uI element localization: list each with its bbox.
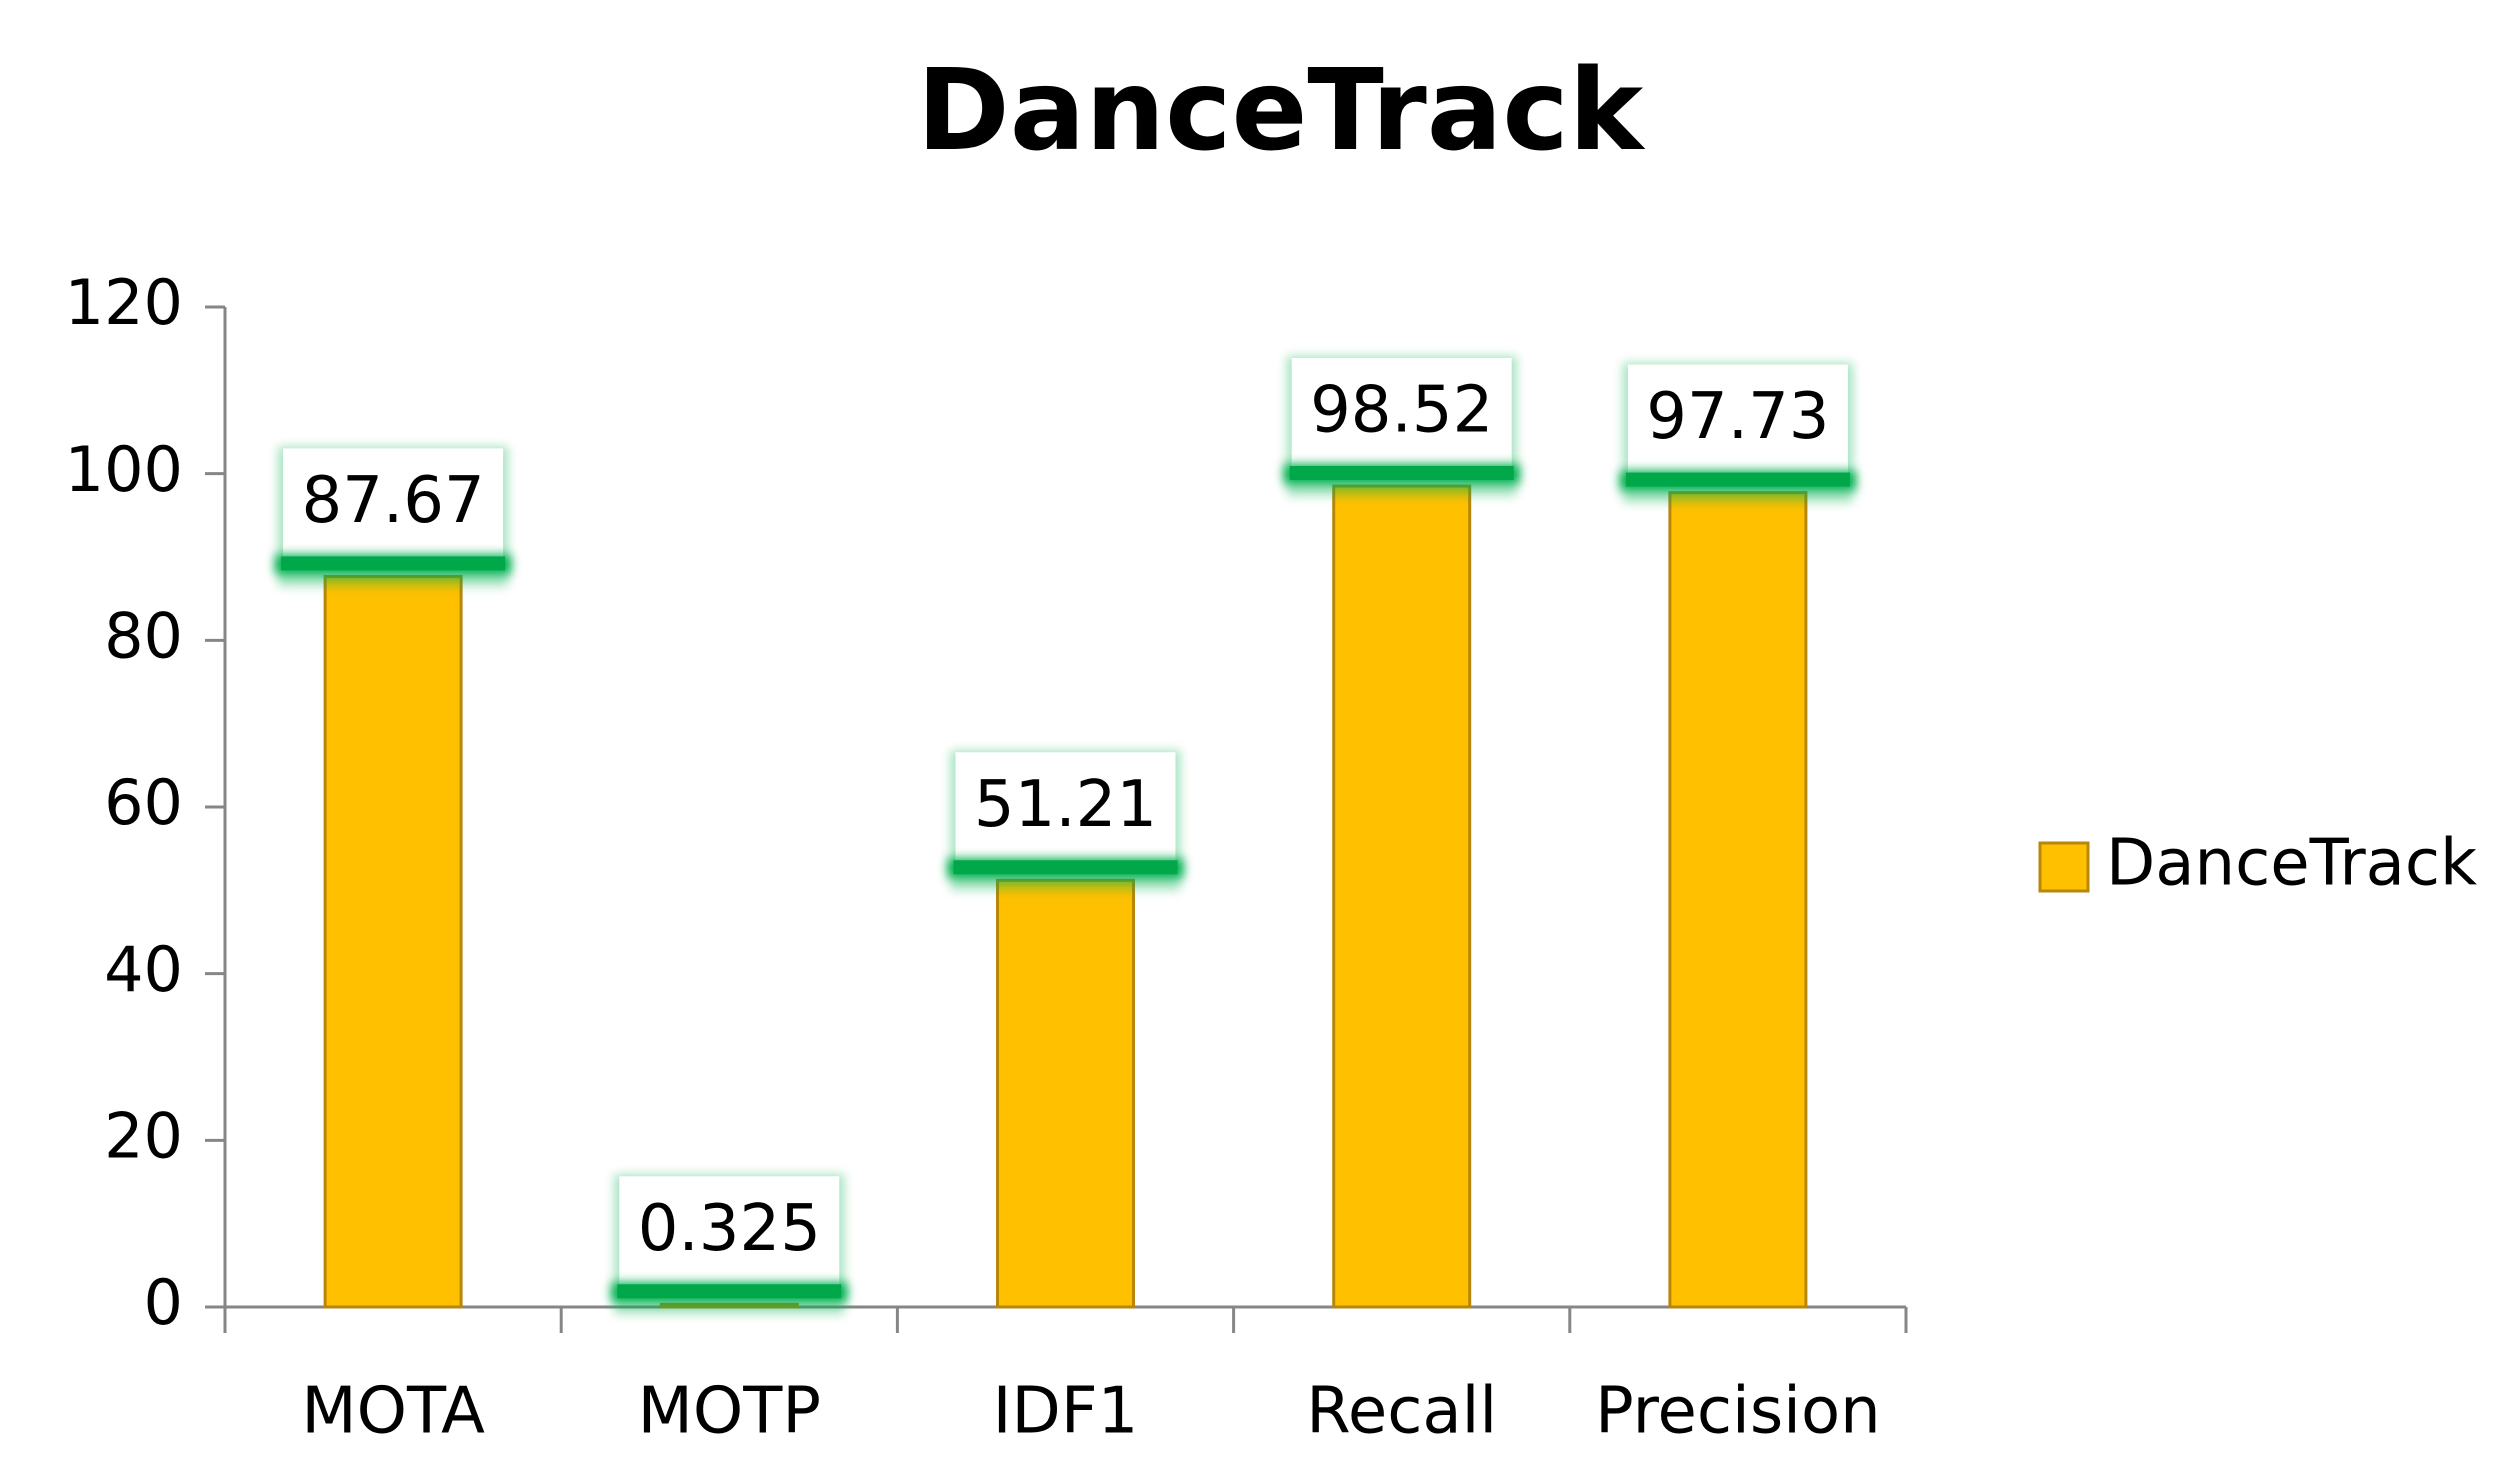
y-tick-label: 100: [65, 433, 183, 506]
label-box: [1291, 358, 1512, 476]
x-tick-label: Precision: [1595, 1375, 1881, 1449]
bar: [1668, 491, 1808, 1309]
bar: [323, 574, 463, 1309]
chart-title: DanceTrack: [917, 46, 1646, 176]
label-box: [1627, 364, 1848, 483]
data-label: 87.67: [301, 464, 484, 538]
x-tick-label: Recall: [1306, 1375, 1497, 1449]
label-strip-core: [617, 1284, 842, 1299]
data-label: 97.73: [1646, 380, 1829, 454]
label-strip-core: [953, 860, 1178, 875]
bar: [996, 878, 1135, 1309]
data-label: 51.21: [974, 768, 1157, 842]
y-tick-label: 40: [104, 933, 183, 1006]
y-tick-label: 0: [144, 1266, 183, 1339]
y-tick-label: 120: [65, 266, 183, 339]
legend-swatch: [2038, 841, 2090, 893]
label-strip-core: [1289, 466, 1514, 480]
y-tick-label: 80: [104, 599, 183, 672]
label-strip-core: [281, 556, 506, 571]
x-tick-label: MOTP: [638, 1375, 821, 1449]
label-box: [619, 1176, 840, 1295]
data-label: 0.325: [638, 1192, 821, 1266]
x-tick-label: IDF1: [993, 1375, 1139, 1449]
label-strip-core: [1625, 472, 1850, 487]
y-tick-label: 60: [104, 766, 183, 839]
y-tick-label: 20: [104, 1099, 183, 1172]
x-tick-label: MOTA: [301, 1375, 485, 1449]
legend-label: DanceTrack: [2106, 827, 2477, 901]
label-box: [283, 448, 504, 567]
data-label: 98.52: [1310, 374, 1493, 448]
label-box: [955, 752, 1176, 871]
bar: [1332, 484, 1472, 1309]
